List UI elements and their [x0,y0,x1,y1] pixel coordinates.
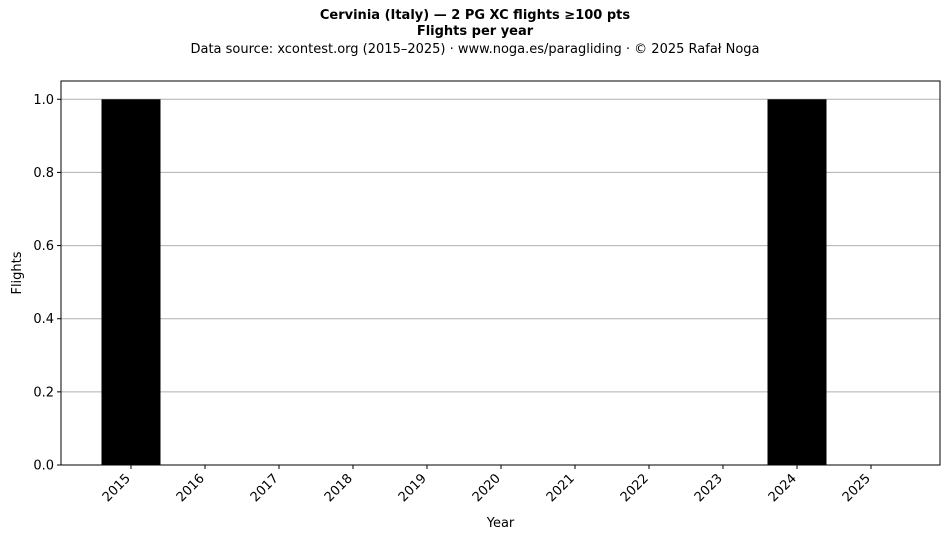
x-tick-label: 2020 [470,471,504,505]
x-tick-label: 2016 [174,471,208,505]
source-note: Data source: xcontest.org (2015–2025) · … [190,42,760,57]
chart-subtitle: Flights per year [416,24,534,39]
y-tick-label: 0.0 [33,459,54,474]
y-axis-label: Flights [10,251,25,294]
y-tick-label: 0.8 [33,166,54,181]
x-tick-label: 2015 [100,471,134,505]
chart-titles: Cervinia (Italy) — 2 PG XC flights ≥100 … [0,8,950,58]
x-tick-label: 2019 [396,471,430,505]
x-tick-label: 2024 [766,471,800,505]
x-tick-label: 2021 [544,471,578,505]
y-tick-label: 1.0 [33,93,54,108]
x-tick-label: 2018 [322,471,356,505]
y-tick-label: 0.4 [33,312,54,327]
chart-title: Cervinia (Italy) — 2 PG XC flights ≥100 … [319,8,631,23]
y-axis: 0.0 0.2 0.4 0.6 0.8 1.0 [33,93,61,474]
bars [101,99,827,466]
bar [101,99,161,466]
y-tick-label: 0.2 [33,385,54,400]
x-tick-label: 2022 [618,471,652,505]
y-tick-label: 0.6 [33,239,54,254]
x-axis-label: Year [486,516,515,531]
bar [767,99,827,466]
x-tick-label: 2023 [692,471,726,505]
x-axis: 2015 2016 2017 2018 2019 2020 2021 2022 2023 2024… [100,465,874,505]
x-tick-label: 2017 [248,471,282,505]
x-tick-label: 2025 [840,471,874,505]
